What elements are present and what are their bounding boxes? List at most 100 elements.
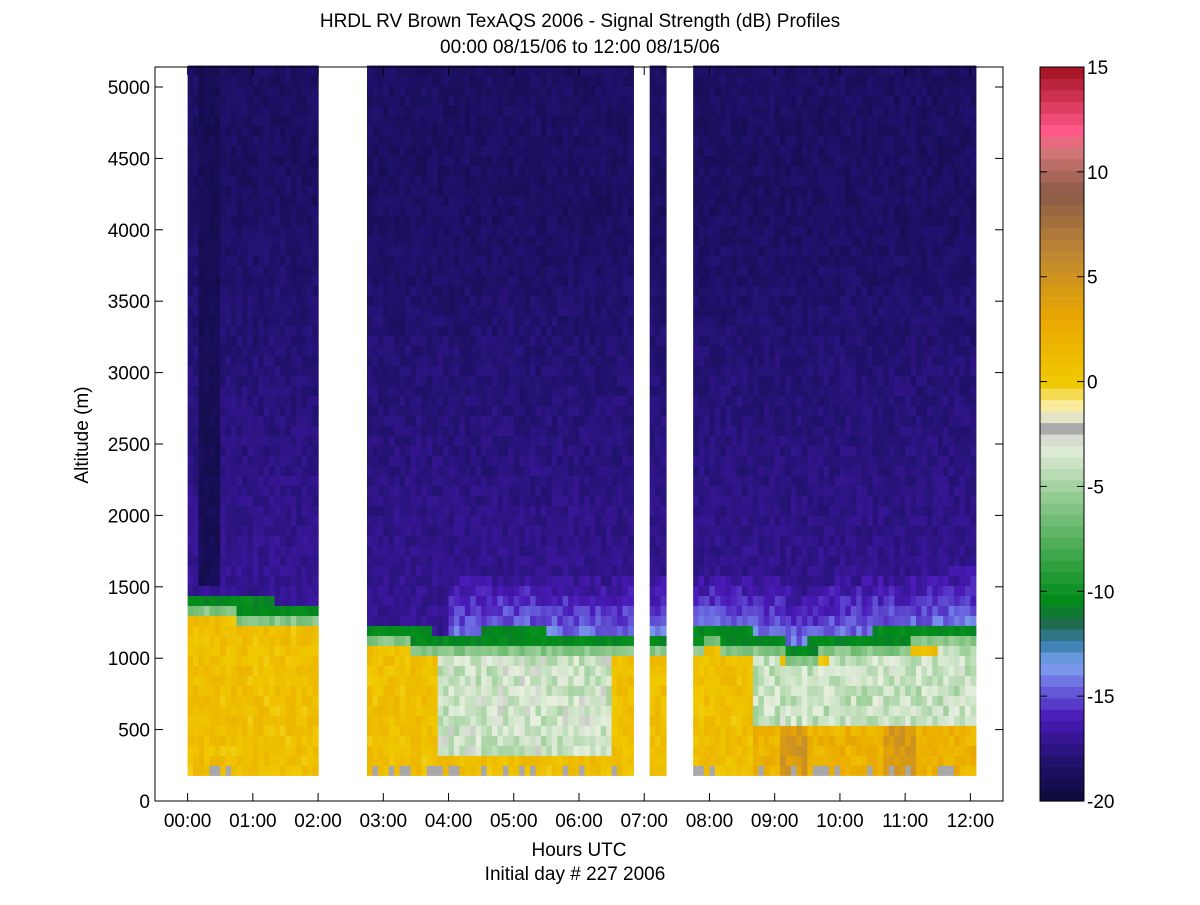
heatmap-cell <box>187 695 194 706</box>
heatmap-cell <box>448 295 455 307</box>
heatmap-cell <box>399 195 406 207</box>
heatmap-cell <box>241 235 249 247</box>
heatmap-cell <box>459 395 466 407</box>
heatmap-cell <box>530 205 537 217</box>
heatmap-cell <box>263 275 270 287</box>
heatmap-cell <box>519 75 526 87</box>
heatmap-cell <box>388 255 395 267</box>
heatmap-cell <box>443 235 450 247</box>
heatmap-cell <box>231 75 238 87</box>
heatmap-cell <box>415 615 422 626</box>
heatmap-cell <box>497 205 504 217</box>
heatmap-cell <box>606 415 613 427</box>
heatmap-cell <box>535 325 542 337</box>
heatmap-cell <box>220 125 227 137</box>
heatmap-cell <box>405 105 412 117</box>
heatmap-cell <box>562 115 569 127</box>
heatmap-cell <box>312 325 319 337</box>
heatmap-cell <box>203 745 210 756</box>
heatmap-cell <box>307 505 314 516</box>
heatmap-cell <box>492 225 499 237</box>
heatmap-cell <box>280 575 287 586</box>
heatmap-cell <box>198 345 205 357</box>
heatmap-cell <box>589 685 596 696</box>
heatmap-cell <box>540 565 547 576</box>
heatmap-cell <box>421 145 428 157</box>
heatmap-cell <box>524 575 531 586</box>
heatmap-cell <box>459 555 466 566</box>
heatmap-cell <box>448 755 455 766</box>
heatmap-cell <box>579 415 586 427</box>
heatmap-cell <box>193 585 200 596</box>
heatmap-cell <box>405 615 412 626</box>
heatmap-cell <box>405 455 412 467</box>
heatmap-cell <box>203 435 210 447</box>
heatmap-cell <box>203 115 210 127</box>
heatmap-cell <box>252 745 259 756</box>
heatmap-cell <box>263 75 270 87</box>
heatmap-cell <box>464 335 471 347</box>
heatmap-cell <box>557 675 564 686</box>
heatmap-cell <box>551 505 558 516</box>
heatmap-cell <box>388 545 395 556</box>
heatmap-cell <box>448 715 455 726</box>
heatmap-cell <box>579 315 586 327</box>
heatmap-cell <box>236 425 243 437</box>
heatmap-cell <box>241 395 249 407</box>
heatmap-cell <box>421 515 428 526</box>
heatmap-cell <box>584 485 591 497</box>
heatmap-cell <box>459 85 466 97</box>
heatmap-cell <box>606 715 613 726</box>
heatmap-cell <box>551 415 558 427</box>
heatmap-cell <box>426 705 433 716</box>
heatmap-cell <box>443 525 450 536</box>
heatmap-cell <box>372 545 379 556</box>
heatmap-cell <box>453 415 461 427</box>
heatmap-cell <box>579 765 586 776</box>
heatmap-cell <box>388 275 395 287</box>
heatmap-cell <box>203 305 210 317</box>
heatmap-cell <box>410 275 417 287</box>
heatmap-cell <box>290 285 297 297</box>
heatmap-cell <box>557 665 564 676</box>
heatmap-cell <box>546 405 553 417</box>
heatmap-cell <box>524 635 531 646</box>
heatmap-cell <box>198 415 205 427</box>
heatmap-cell <box>214 145 221 157</box>
heatmap-cell <box>241 435 249 447</box>
heatmap-cell <box>377 165 384 177</box>
heatmap-cell <box>502 645 509 656</box>
heatmap-cell <box>513 745 520 756</box>
heatmap-cell <box>502 665 509 676</box>
heatmap-cell <box>573 635 580 646</box>
heatmap-cell <box>481 325 488 337</box>
heatmap-cell <box>459 285 466 297</box>
heatmap-cell <box>209 355 216 367</box>
heatmap-cell <box>432 575 439 586</box>
heatmap-cell <box>508 215 515 227</box>
heatmap-cell <box>269 585 276 596</box>
heatmap-cell <box>540 665 547 676</box>
heatmap-cell <box>557 705 564 716</box>
heatmap-cell <box>405 495 412 506</box>
heatmap-cell <box>301 175 308 187</box>
heatmap-cell <box>486 295 493 307</box>
heatmap-cell <box>611 195 618 207</box>
heatmap-cell <box>263 585 270 596</box>
heatmap-cell <box>595 675 602 686</box>
heatmap-cell <box>280 155 287 167</box>
heatmap-cell <box>209 535 216 546</box>
heatmap-cell <box>394 695 401 706</box>
heatmap-cell <box>263 465 270 477</box>
heatmap-cell <box>214 155 221 167</box>
heatmap-cell <box>524 305 531 317</box>
heatmap-cell <box>589 75 596 87</box>
heatmap-cell <box>367 395 374 407</box>
heatmap-cell <box>551 115 558 127</box>
heatmap-cell <box>203 685 210 696</box>
heatmap-cell <box>301 505 308 516</box>
heatmap-cell <box>312 435 319 447</box>
heatmap-cell <box>595 85 602 97</box>
heatmap-cell <box>568 195 575 207</box>
heatmap-cell <box>236 105 243 117</box>
